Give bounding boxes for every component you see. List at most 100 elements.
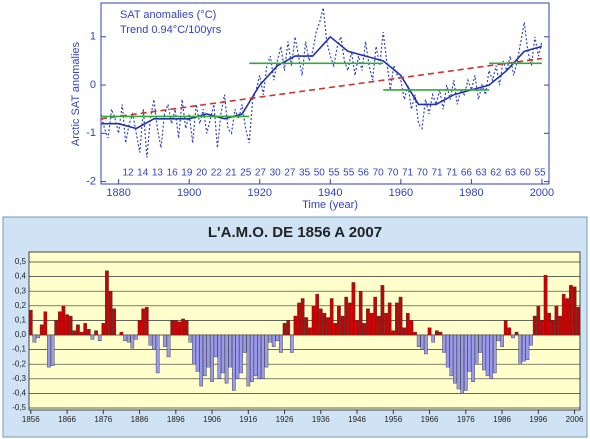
bar (540, 320, 544, 336)
bar (94, 330, 98, 336)
x-tick-label: 1986 (493, 415, 511, 424)
bar (344, 296, 349, 336)
station-count: 27 (255, 168, 267, 179)
bar (57, 311, 62, 336)
bar (202, 334, 207, 377)
bar (395, 302, 399, 336)
bar (438, 331, 443, 336)
bar (242, 334, 247, 353)
bar (235, 334, 240, 379)
bar (250, 334, 254, 382)
bar (297, 302, 301, 336)
x-tick-label: 1916 (239, 415, 257, 424)
bar (181, 318, 185, 336)
bar (50, 334, 55, 366)
bar (478, 334, 483, 353)
sat-subtitle: Trend 0.94°C/100yrs (120, 24, 222, 36)
bar (431, 334, 436, 343)
x-tick-label: 1946 (348, 415, 366, 424)
station-count: 60 (520, 168, 532, 179)
bar (424, 334, 428, 355)
y-tick-label: 1 (90, 31, 96, 43)
station-count: 63 (505, 168, 517, 179)
x-tick-label: 1886 (131, 415, 149, 424)
bar (496, 334, 501, 342)
bar (239, 334, 243, 374)
sat-title: SAT anomalies (°C) (120, 9, 216, 21)
bar (369, 312, 374, 336)
bar (492, 334, 497, 374)
bar (148, 334, 153, 346)
x-tick-label: 1856 (22, 415, 40, 424)
bar (134, 334, 138, 340)
station-count: 70 (387, 168, 399, 179)
bar (463, 334, 468, 391)
sat-x-label: Time (year) (302, 199, 358, 211)
bar (105, 270, 109, 336)
bar (569, 285, 573, 336)
bar (166, 334, 171, 358)
station-count: 63 (476, 168, 488, 179)
y-tick-label: 0,4 (15, 272, 27, 281)
station-count: 62 (490, 168, 502, 179)
bar (144, 307, 149, 336)
bar (482, 334, 486, 371)
bar (398, 296, 403, 336)
bar (97, 334, 102, 342)
station-count: 19 (181, 168, 193, 179)
bar (347, 302, 352, 336)
bar (405, 312, 410, 336)
bar (293, 315, 298, 336)
bar (289, 334, 294, 353)
bar (434, 330, 439, 336)
bar (518, 334, 523, 365)
bar (108, 291, 113, 336)
station-count: 50 (314, 168, 326, 179)
station-count: 21 (225, 168, 237, 179)
bar (500, 334, 504, 347)
bar (453, 334, 457, 384)
station-count: 12 (122, 168, 134, 179)
station-count: 55 (343, 168, 355, 179)
bar (326, 317, 330, 336)
bar (36, 334, 40, 339)
station-count: 71 (446, 168, 458, 179)
bar (32, 334, 37, 343)
bar (391, 330, 396, 336)
bar (130, 334, 135, 349)
bar (565, 298, 570, 336)
y-tick-label: -0,1 (12, 345, 26, 354)
bar (445, 334, 450, 368)
x-tick-label: 1900 (177, 187, 201, 199)
bar (199, 334, 204, 387)
bar (206, 334, 211, 368)
x-tick-label: 1866 (58, 415, 76, 424)
bar (514, 331, 519, 336)
bar (471, 334, 475, 382)
bar (460, 334, 465, 394)
y-tick-label: -0,2 (12, 359, 26, 368)
bar (170, 320, 175, 336)
bar (337, 305, 341, 336)
bar (246, 334, 251, 387)
bar (61, 305, 66, 336)
station-count: 71 (431, 168, 443, 179)
y-tick-label: 0,1 (15, 316, 27, 325)
bar (485, 334, 490, 377)
bar (177, 321, 182, 336)
bar (76, 324, 80, 336)
bar (416, 334, 421, 347)
station-count: 13 (152, 168, 164, 179)
x-tick-label: 1906 (203, 415, 221, 424)
bar (572, 286, 577, 336)
bar (380, 285, 385, 336)
bar (126, 334, 131, 343)
bar (351, 282, 356, 336)
bar (329, 298, 334, 336)
bar (112, 308, 117, 336)
bar (79, 331, 84, 336)
bar (213, 334, 218, 358)
bar (449, 334, 454, 377)
bar (119, 331, 124, 336)
y-tick-label: -1 (86, 127, 96, 139)
